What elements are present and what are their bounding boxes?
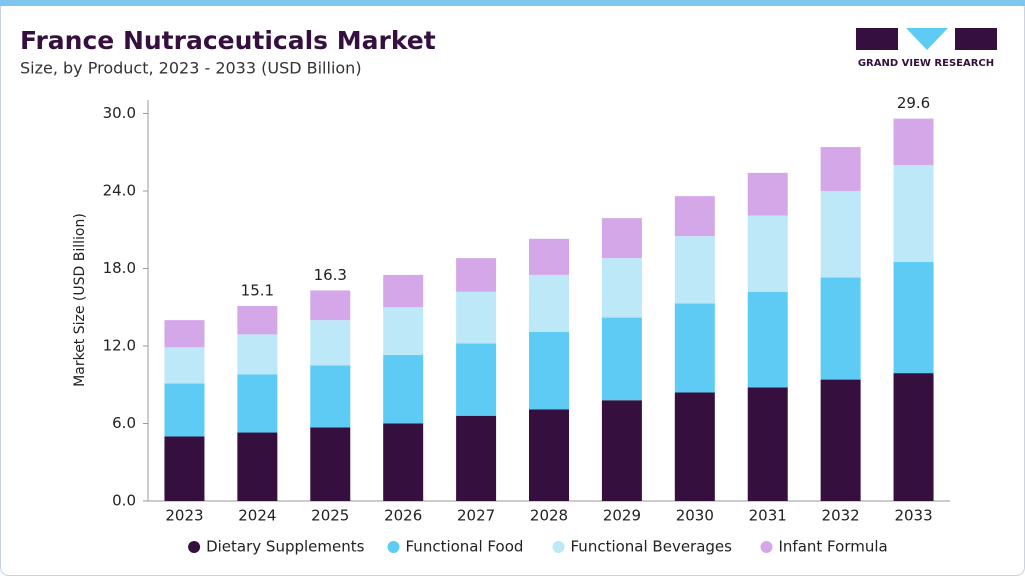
y-tick-label: 18.0: [103, 259, 136, 277]
bar-segment: [310, 427, 351, 501]
logo-block: [906, 28, 948, 50]
bar-segment: [164, 320, 205, 348]
legend-label: Dietary Supplements: [206, 538, 365, 556]
legend-label: Infant Formula: [779, 538, 888, 556]
bar-segment: [383, 423, 424, 501]
data-label: 15.1: [241, 281, 274, 299]
bar-segment: [529, 331, 569, 410]
bar-segment: [456, 291, 497, 344]
y-axis-label: Market Size (USD Billion): [72, 213, 88, 387]
bar-segment: [529, 238, 569, 275]
bar-segment: [164, 436, 205, 501]
bar-segment: [237, 305, 278, 335]
bar-segment: [383, 307, 424, 356]
bar-segment: [164, 347, 205, 384]
data-label: 29.6: [897, 94, 930, 112]
bar-segment: [820, 147, 861, 191]
bar-segment: [820, 379, 861, 501]
bar-segment: [747, 215, 788, 292]
bar-segment: [674, 236, 715, 304]
legend-label: Functional Food: [406, 538, 524, 556]
legend-marker: [552, 541, 565, 553]
bar-segment: [237, 334, 278, 375]
x-tick-label: 2023: [165, 507, 203, 525]
legend-marker: [387, 541, 400, 553]
bar-segment: [237, 374, 278, 433]
bar-segment: [601, 218, 642, 259]
bar-segment: [893, 262, 934, 374]
bar-segment: [893, 373, 934, 501]
legend-marker: [760, 541, 773, 553]
x-tick-label: 2032: [822, 507, 860, 525]
bar-segment: [164, 383, 205, 437]
y-tick-label: 6.0: [112, 414, 136, 432]
x-tick-label: 2033: [894, 507, 932, 525]
y-tick-label: 0.0: [112, 492, 136, 510]
bar-segment: [456, 343, 497, 416]
bar-segment: [747, 291, 788, 388]
bar-segment: [820, 277, 861, 380]
legend-marker: [188, 541, 201, 553]
bar-segment: [601, 258, 642, 318]
y-tick-label: 24.0: [103, 181, 136, 199]
bar-segment: [310, 365, 351, 428]
bar-segment: [820, 190, 861, 278]
bar-segment: [456, 258, 497, 292]
x-tick-label: 2028: [530, 507, 568, 525]
bar-segment: [674, 196, 715, 237]
bar-segment: [747, 172, 788, 216]
y-tick-label: 30.0: [103, 104, 136, 122]
bar-segment: [383, 274, 424, 308]
logo-block: [856, 28, 898, 50]
bar-segment: [529, 409, 569, 501]
bar-segment: [383, 355, 424, 424]
bar-segment: [747, 387, 788, 501]
bar-segment: [310, 290, 351, 321]
data-label: 16.3: [314, 266, 347, 284]
logo: GRAND VIEW RESEARCH: [856, 28, 997, 69]
legend-label: Functional Beverages: [571, 538, 733, 556]
x-tick-label: 2030: [676, 507, 714, 525]
bar-segment: [601, 400, 642, 501]
bar-segment: [237, 432, 278, 501]
brand: GRAND VIEW RESEARCH: [858, 58, 994, 69]
x-tick-label: 2025: [311, 507, 349, 525]
bar-segment: [893, 165, 934, 263]
bar-segment: [674, 392, 715, 501]
logo-block: [955, 28, 997, 50]
chart-title: France Nutraceuticals Market: [20, 26, 436, 55]
x-tick-label: 2027: [457, 507, 495, 525]
chart-subtitle: Size, by Product, 2023 - 2033 (USD Billi…: [20, 59, 362, 78]
x-tick-label: 2024: [238, 507, 276, 525]
x-tick-label: 2031: [749, 507, 787, 525]
bar-segment: [674, 303, 715, 393]
y-tick-label: 12.0: [103, 336, 136, 354]
top-bar: [0, 0, 1025, 6]
x-tick-label: 2026: [384, 507, 422, 525]
bar-segment: [601, 317, 642, 401]
bar-segment: [529, 274, 569, 332]
bar-segment: [893, 118, 934, 166]
bar-segment: [310, 320, 351, 366]
x-tick-label: 2029: [603, 507, 641, 525]
bar-segment: [456, 415, 497, 501]
